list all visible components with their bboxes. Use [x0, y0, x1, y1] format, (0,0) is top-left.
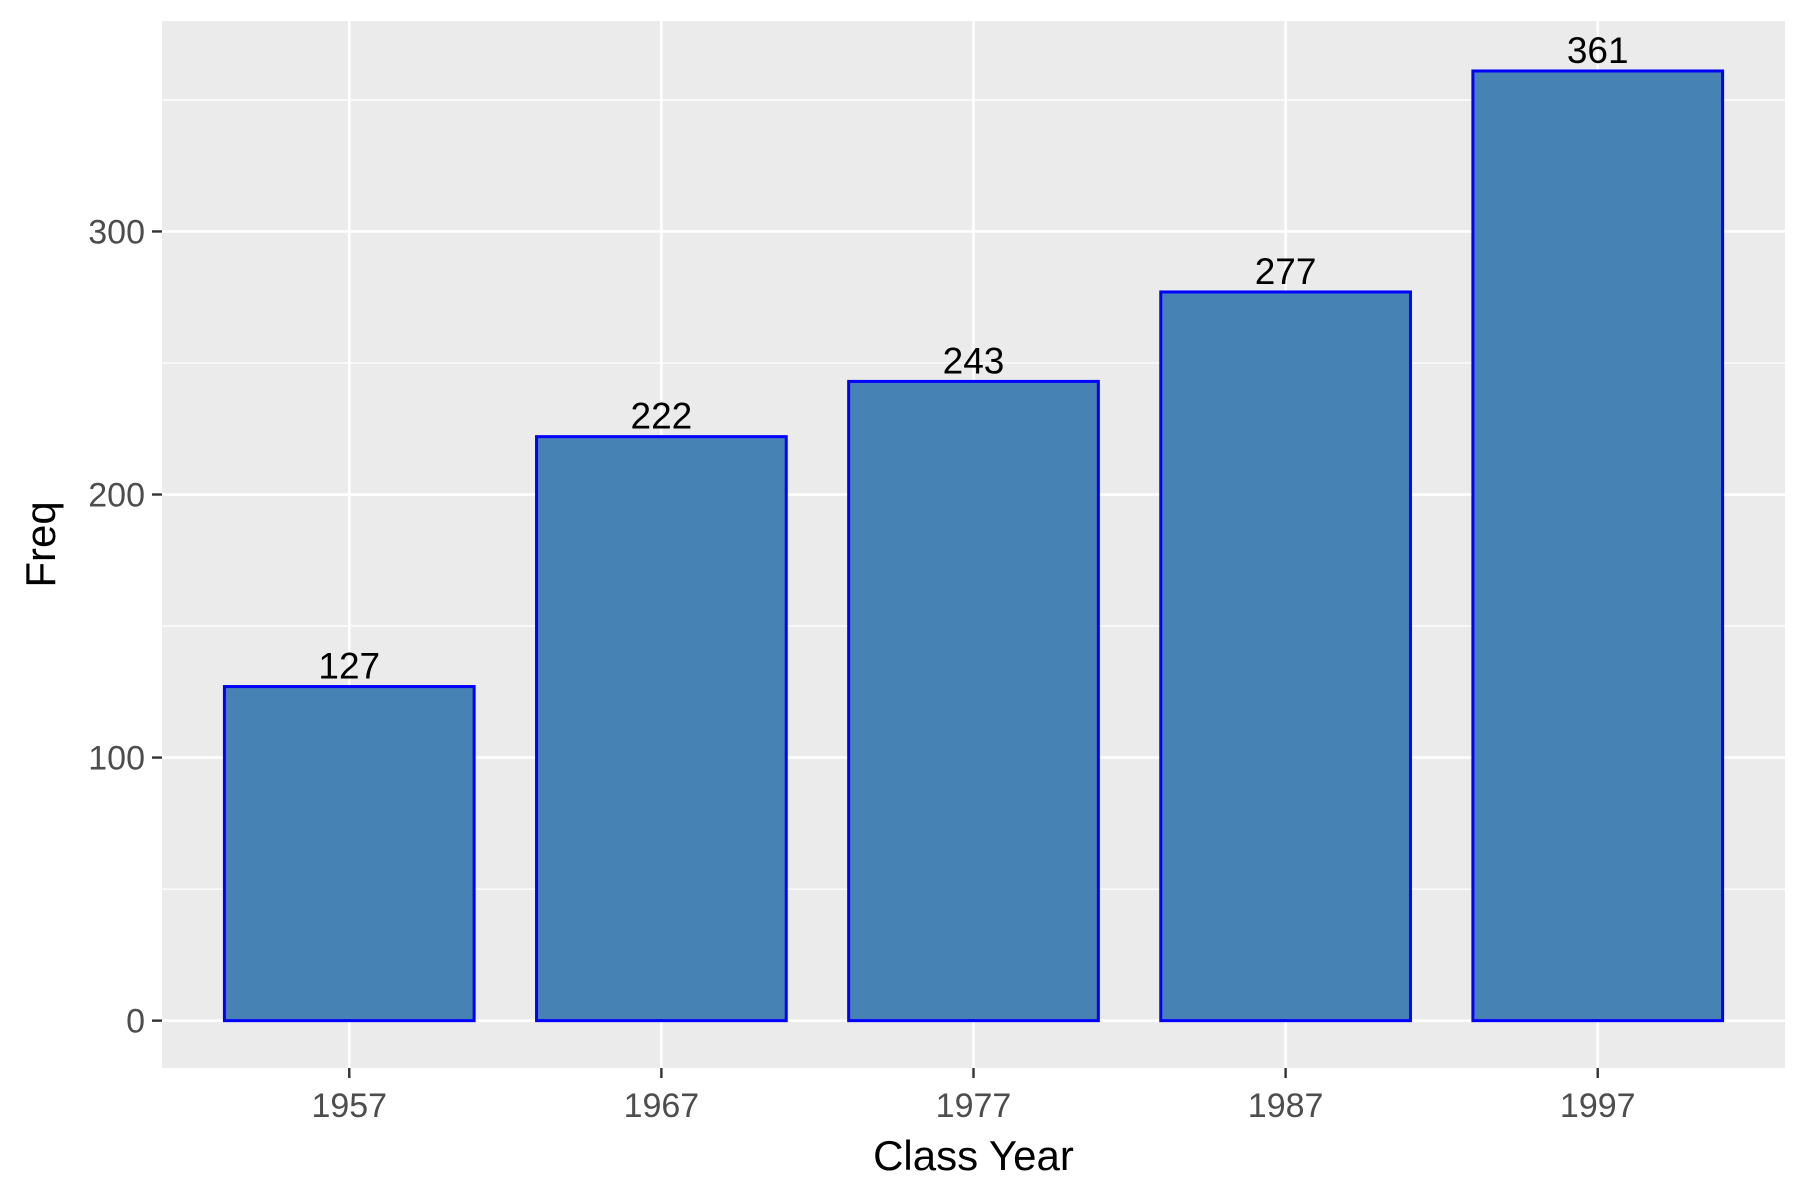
axes: 0 100 200 300 1957 1967 1977 1987 1997: [88, 213, 1635, 1125]
y-axis-title: Freq: [17, 501, 64, 587]
data-label-1997: 361: [1567, 30, 1629, 71]
x-axis-title: Class Year: [873, 1132, 1074, 1179]
bar-1967: [535, 435, 788, 1023]
y-tick-label: 0: [126, 1003, 145, 1041]
data-label-1967: 222: [631, 396, 693, 437]
bar-1977: [847, 379, 1100, 1023]
x-tick-label: 1997: [1560, 1087, 1636, 1125]
data-label-1987: 277: [1255, 251, 1317, 292]
x-tick-label: 1977: [936, 1087, 1012, 1125]
y-tick-label: 200: [88, 477, 145, 515]
bar-1997: [1471, 69, 1725, 1023]
bar-1987: [1159, 290, 1412, 1023]
x-tick-label: 1967: [624, 1087, 700, 1125]
y-tick-label: 100: [88, 740, 145, 778]
data-label-1977: 243: [943, 340, 1005, 381]
data-labels: 127 222 243 277 361: [318, 30, 1628, 687]
x-tick-label: 1957: [311, 1087, 387, 1125]
bar-1957: [222, 685, 476, 1023]
data-label-1957: 127: [318, 646, 380, 687]
bars: [222, 69, 1725, 1023]
x-tick-label: 1987: [1248, 1087, 1324, 1125]
y-tick-label: 300: [88, 213, 145, 251]
